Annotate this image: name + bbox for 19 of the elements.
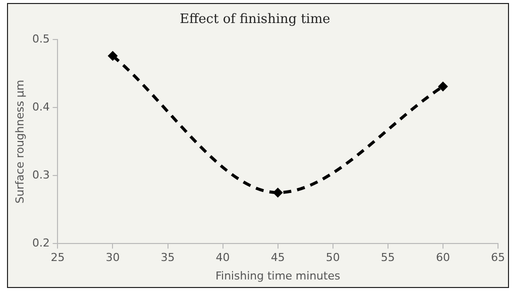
point <box>272 188 283 198</box>
x-axis-title: Finishing time minutes <box>215 269 340 282</box>
point <box>438 82 448 92</box>
x-tick-label: 55 <box>380 251 395 264</box>
x-tick-label: 60 <box>436 251 450 264</box>
x-tick-label: 25 <box>50 251 65 264</box>
point <box>108 50 118 61</box>
y-axis-title: Surface roughness µm <box>13 80 26 204</box>
y-tick-label: 0.4 <box>32 100 50 114</box>
x-tick-label: 50 <box>326 251 340 264</box>
chart-title: Effect of finishing time <box>180 12 331 28</box>
y-tick-label: 0.2 <box>32 236 50 250</box>
x-tick-label: 45 <box>270 251 285 264</box>
x-tick-label: 40 <box>216 251 230 264</box>
y-tick-label: 0.3 <box>32 168 50 182</box>
x-tick-label: 65 <box>491 251 505 264</box>
x-tick-label: 35 <box>160 251 175 264</box>
y-tick-label: 0.5 <box>32 32 50 46</box>
x-tick-label: 30 <box>106 251 120 264</box>
